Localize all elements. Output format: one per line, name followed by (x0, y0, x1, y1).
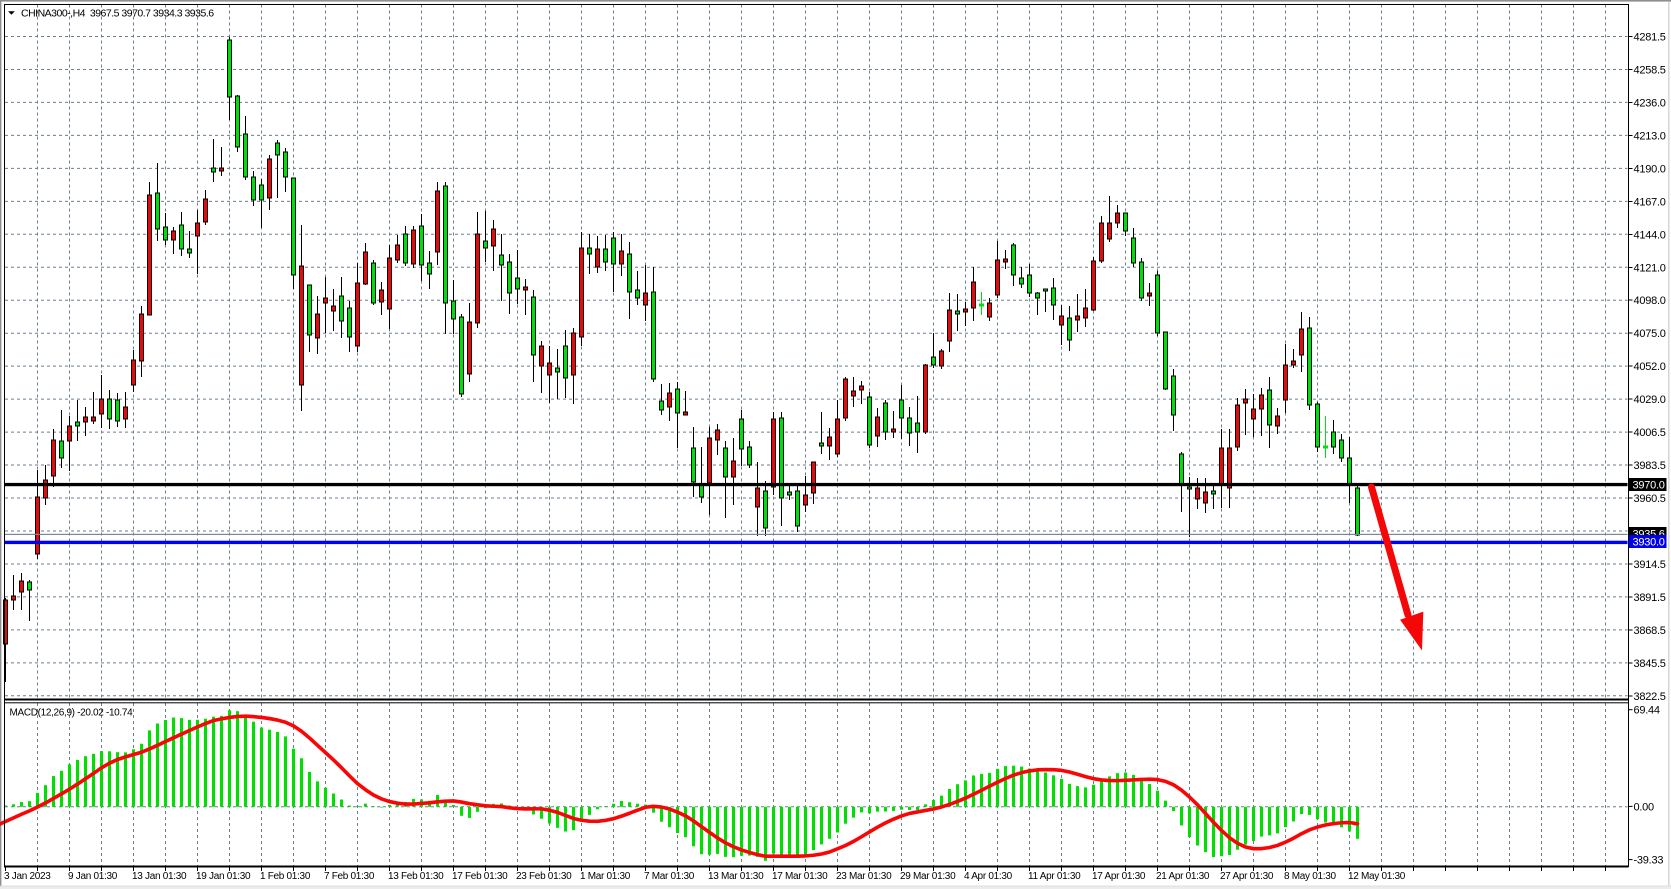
svg-text:3983.5: 3983.5 (1634, 460, 1666, 472)
svg-text:4213.0: 4213.0 (1634, 130, 1666, 142)
svg-text:4075.0: 4075.0 (1634, 328, 1666, 340)
svg-text:29 Mar 01:30: 29 Mar 01:30 (900, 871, 956, 882)
svg-text:11 Apr 01:30: 11 Apr 01:30 (1028, 871, 1081, 882)
svg-text:0.00: 0.00 (1634, 801, 1655, 813)
svg-text:21 Apr 01:30: 21 Apr 01:30 (1156, 871, 1210, 882)
svg-text:MACD(12,26,9) -20.02 -10.74: MACD(12,26,9) -20.02 -10.74 (10, 708, 134, 719)
svg-text:7 Feb 01:30: 7 Feb 01:30 (324, 871, 375, 882)
svg-text:17 Apr 01:30: 17 Apr 01:30 (1092, 871, 1146, 882)
svg-text:13 Mar 01:30: 13 Mar 01:30 (708, 871, 764, 882)
svg-text:3 Jan 2023: 3 Jan 2023 (4, 871, 51, 882)
svg-text:3970.0: 3970.0 (1633, 480, 1665, 492)
svg-text:3891.5: 3891.5 (1634, 592, 1666, 604)
svg-text:3930.0: 3930.0 (1633, 537, 1665, 549)
svg-text:23 Feb 01:30: 23 Feb 01:30 (516, 871, 572, 882)
svg-text:3868.5: 3868.5 (1634, 625, 1666, 637)
svg-text:1 Mar 01:30: 1 Mar 01:30 (580, 871, 631, 882)
svg-text:17 Feb 01:30: 17 Feb 01:30 (452, 871, 508, 882)
svg-text:9 Jan 01:30: 9 Jan 01:30 (68, 871, 118, 882)
svg-text:13 Jan 01:30: 13 Jan 01:30 (132, 871, 187, 882)
svg-text:23 Mar 01:30: 23 Mar 01:30 (836, 871, 892, 882)
svg-text:CHINA300-,H4 3967.5 3970.7 39: CHINA300-,H4 3967.5 3970.7 3934.3 3935.6 (21, 8, 214, 20)
svg-text:1 Feb 01:30: 1 Feb 01:30 (260, 871, 311, 882)
svg-text:4052.0: 4052.0 (1634, 361, 1666, 373)
svg-text:4258.5: 4258.5 (1634, 64, 1666, 76)
svg-text:4144.0: 4144.0 (1634, 229, 1666, 241)
svg-text:17 Mar 01:30: 17 Mar 01:30 (772, 871, 828, 882)
svg-text:27 Apr 01:30: 27 Apr 01:30 (1220, 871, 1274, 882)
svg-text:12 May 01:30: 12 May 01:30 (1348, 871, 1406, 882)
svg-text:4029.0: 4029.0 (1634, 394, 1666, 406)
svg-text:3822.5: 3822.5 (1634, 691, 1666, 703)
svg-text:4281.5: 4281.5 (1634, 32, 1666, 44)
svg-text:4236.0: 4236.0 (1634, 97, 1666, 109)
svg-text:3914.5: 3914.5 (1634, 559, 1666, 571)
svg-text:4 Apr 01:30: 4 Apr 01:30 (964, 871, 1013, 882)
svg-text:3845.5: 3845.5 (1634, 658, 1666, 670)
svg-text:19 Jan 01:30: 19 Jan 01:30 (196, 871, 251, 882)
svg-text:4190.0: 4190.0 (1634, 163, 1666, 175)
svg-text:7 Mar 01:30: 7 Mar 01:30 (644, 871, 695, 882)
svg-text:69.44: 69.44 (1634, 705, 1660, 717)
svg-text:4167.0: 4167.0 (1634, 196, 1666, 208)
svg-text:4121.0: 4121.0 (1634, 262, 1666, 274)
svg-text:13 Feb 01:30: 13 Feb 01:30 (388, 871, 444, 882)
svg-text:3960.5: 3960.5 (1634, 493, 1666, 505)
svg-text:8 May 01:30: 8 May 01:30 (1284, 871, 1336, 882)
svg-text:4006.5: 4006.5 (1634, 427, 1666, 439)
svg-text:-39.33: -39.33 (1634, 855, 1664, 867)
svg-text:4098.0: 4098.0 (1634, 295, 1666, 307)
